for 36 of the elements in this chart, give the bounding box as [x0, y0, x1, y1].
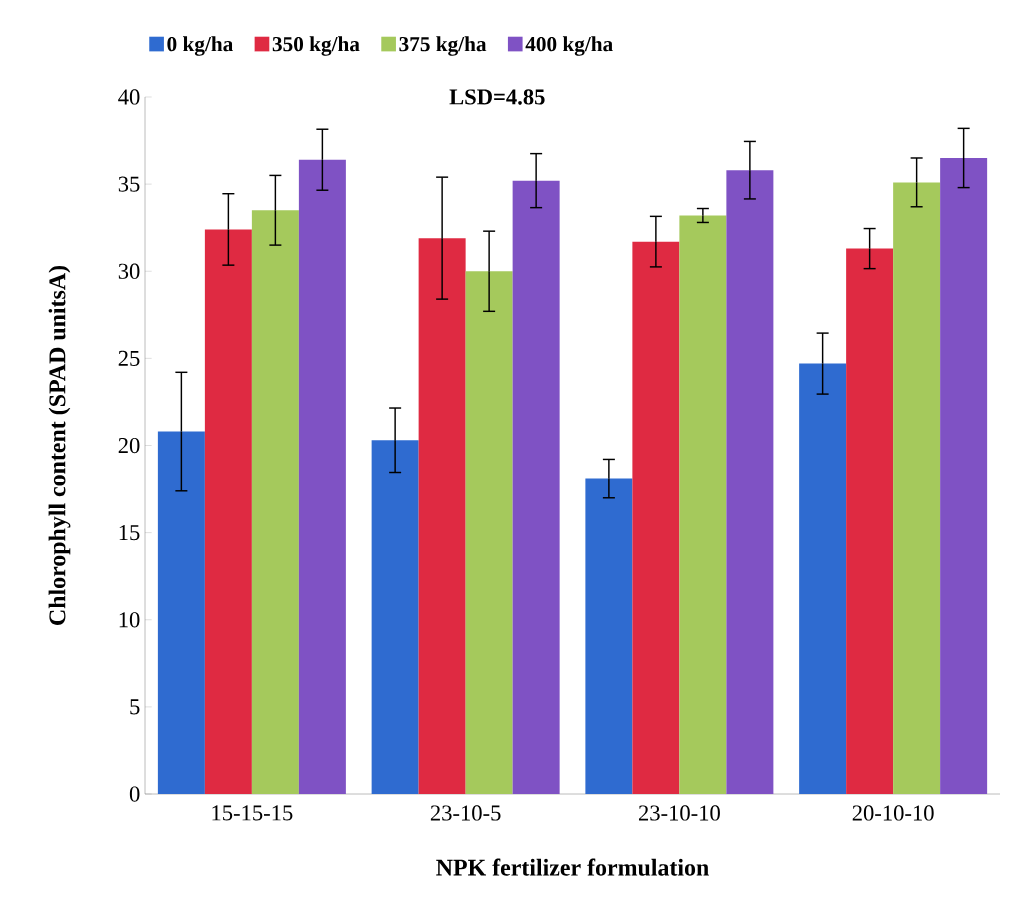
legend-label: 0 kg/ha — [167, 36, 233, 56]
bar — [371, 440, 419, 794]
y-tick-label: 15 — [119, 525, 140, 541]
x-tick-label: 23-10-10 — [638, 805, 720, 821]
bar — [632, 241, 680, 794]
x-axis-title: NPK fertilizer formulation — [436, 858, 709, 876]
y-tick-label: 35 — [118, 176, 140, 192]
y-tick-label: 20 — [118, 437, 140, 454]
legend-label: 400 kg/ha — [525, 36, 613, 56]
legend-label: 350 kg/ha — [272, 36, 360, 56]
bar — [204, 229, 252, 794]
x-tick-label: 15-15-15 — [212, 805, 293, 821]
bar — [157, 431, 205, 794]
legend-label: 375 kg/ha — [399, 36, 487, 56]
y-tick-label: 40 — [118, 89, 140, 105]
bar — [893, 182, 941, 794]
bar — [418, 238, 466, 794]
bar — [679, 215, 727, 794]
bar — [799, 363, 847, 794]
y-axis-title: Chlorophyll content (SPAD unitsA) — [48, 266, 71, 625]
annotation: LSD=4.85 — [449, 89, 545, 105]
bar — [726, 170, 774, 794]
y-tick-label: 25 — [118, 350, 140, 366]
x-tick-label: 20-10-10 — [852, 805, 934, 821]
bar — [585, 478, 633, 794]
y-tick-label: 5 — [130, 699, 140, 715]
bar — [298, 159, 346, 794]
x-tick-label: 23-10-5 — [430, 805, 501, 821]
bar — [512, 180, 560, 794]
bar — [940, 157, 988, 794]
bar — [465, 271, 513, 794]
y-tick-label: 30 — [118, 263, 140, 279]
y-tick-label: 10 — [119, 612, 140, 628]
bar — [251, 210, 299, 794]
bar — [846, 248, 894, 794]
y-tick-label: 0 — [129, 786, 140, 802]
